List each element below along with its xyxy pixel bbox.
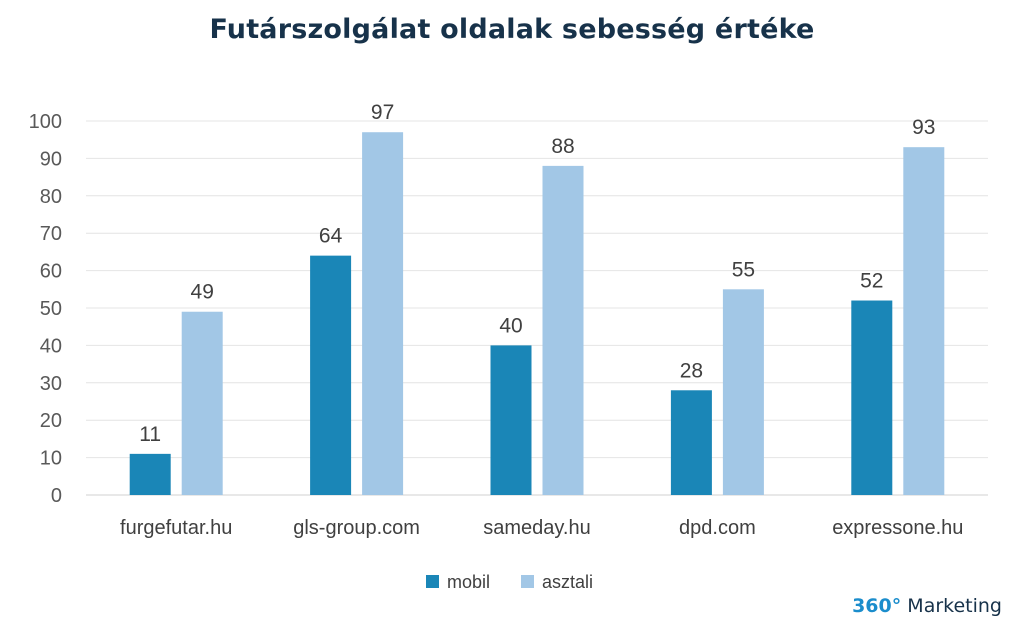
category-label: sameday.hu <box>483 517 590 539</box>
data-label: 64 <box>319 225 343 248</box>
y-tick-label: 30 <box>40 373 62 395</box>
y-tick-label: 40 <box>40 335 62 357</box>
bar-asztali-expressone.hu <box>903 147 945 495</box>
legend-swatch-mobil <box>426 575 439 588</box>
bar-mobil-sameday.hu <box>490 345 532 495</box>
legend-label-asztali: asztali <box>542 572 593 592</box>
data-label: 49 <box>191 281 214 304</box>
y-tick-label: 10 <box>40 448 62 470</box>
y-tick-label: 60 <box>40 261 62 283</box>
bar-asztali-sameday.hu <box>542 165 584 495</box>
y-tick-label: 20 <box>40 410 62 432</box>
legend-label-mobil: mobil <box>447 572 490 592</box>
category-label: furgefutar.hu <box>120 517 232 539</box>
bar-mobil-expressone.hu <box>851 300 893 495</box>
brand-logo: 360° Marketing <box>852 595 1002 617</box>
data-label: 52 <box>860 270 883 293</box>
data-label: 93 <box>912 116 935 139</box>
gridlines <box>86 120 988 496</box>
y-tick-label: 90 <box>40 148 62 170</box>
data-label: 88 <box>551 135 574 158</box>
legend-swatch-asztali <box>521 575 534 588</box>
data-label: 55 <box>732 258 755 281</box>
bar-asztali-furgefutar.hu <box>181 311 223 495</box>
bar-mobil-gls-group.com <box>310 255 352 495</box>
data-label: 11 <box>139 423 161 446</box>
bar-asztali-dpd.com <box>722 289 764 495</box>
data-label: 97 <box>371 101 394 124</box>
brand-text: Marketing <box>907 595 1002 617</box>
category-label: expressone.hu <box>832 517 963 539</box>
data-label: 40 <box>499 314 522 337</box>
bar-mobil-dpd.com <box>670 390 712 495</box>
bar-mobil-furgefutar.hu <box>129 453 171 495</box>
y-tick-label: 80 <box>40 186 62 208</box>
data-label: 28 <box>680 359 703 382</box>
chart-title: Futárszolgálat oldalak sebesség értéke <box>209 14 815 45</box>
category-label: gls-group.com <box>293 517 420 539</box>
y-axis-ticks: 0 10 20 30 40 50 60 70 80 90 100 <box>29 111 62 507</box>
y-tick-label: 70 <box>40 223 62 245</box>
legend: mobil asztali <box>426 572 593 592</box>
y-tick-label: 100 <box>29 111 62 133</box>
bars <box>129 132 945 495</box>
y-tick-label: 50 <box>40 298 62 320</box>
y-tick-label: 0 <box>51 485 62 507</box>
brand-number: 360° <box>852 595 902 617</box>
data-labels: 11 49 64 97 40 88 28 55 52 93 <box>139 101 935 446</box>
x-axis-categories: furgefutar.hu gls-group.com sameday.hu dpd.… <box>120 517 963 539</box>
bar-asztali-gls-group.com <box>362 132 404 495</box>
category-label: dpd.com <box>679 517 756 539</box>
